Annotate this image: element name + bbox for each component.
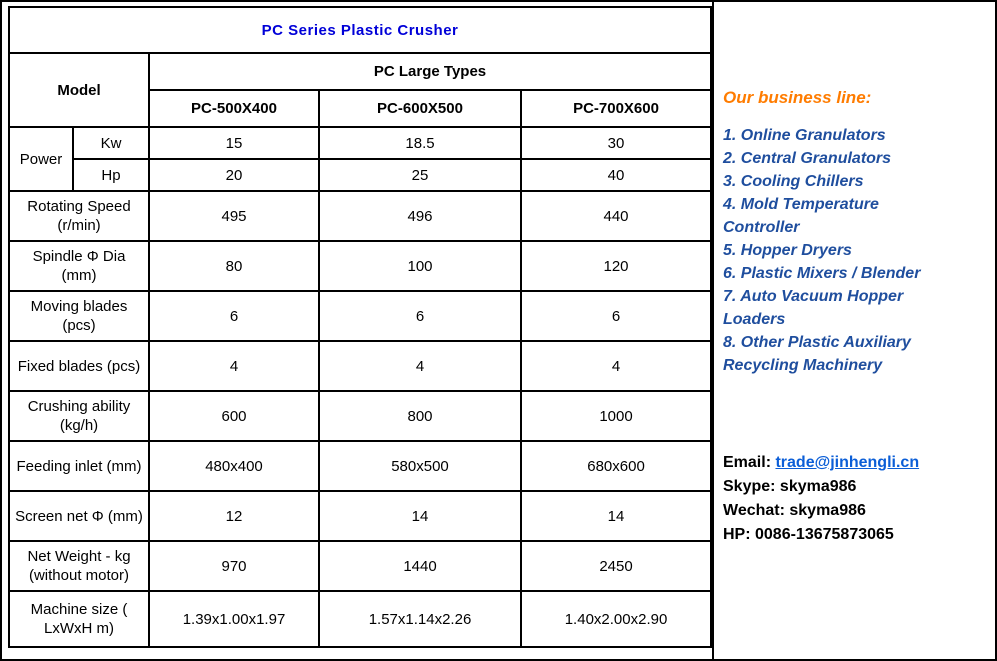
spec-table: PC Series Plastic Crusher Model PC Large… (7, 6, 713, 648)
spec-value: 4 (519, 340, 713, 392)
column-header-pc600x500: PC-600X500 (318, 89, 522, 128)
row-label-screen-net: Screen net Φ (mm) (8, 490, 150, 542)
row-label-crushing-ability: Crushing ability (kg/h) (8, 390, 150, 442)
spec-value: 30 (519, 126, 713, 160)
business-line-item: 7. Auto Vacuum Hopper Loaders (723, 288, 904, 328)
row-label-net-weight: Net Weight - kg (without motor) (8, 540, 150, 592)
spec-value: 14 (519, 490, 713, 542)
contact-hp: HP: 0086-13675873065 (723, 526, 894, 543)
spec-value: 120 (519, 240, 713, 292)
business-line-item: 4. Mold Temperature Controller (723, 196, 879, 236)
spec-value: 1.39x1.00x1.97 (148, 590, 320, 648)
spec-value: 1.57x1.14x2.26 (318, 590, 522, 648)
business-line-item: 8. Other Plastic Auxiliary Recycling Mac… (723, 334, 911, 374)
row-label-feeding-inlet: Feeding inlet (mm) (8, 440, 150, 492)
spec-value: 12 (148, 490, 320, 542)
spec-value: 495 (148, 190, 320, 242)
spec-value: 20 (148, 158, 320, 192)
spec-value: 15 (148, 126, 320, 160)
contact-wechat: Wechat: skyma986 (723, 502, 866, 519)
spec-value: 25 (318, 158, 522, 192)
spec-value: 480x400 (148, 440, 320, 492)
business-line-item: 1. Online Granulators (723, 127, 886, 144)
spec-value: 600 (148, 390, 320, 442)
model-header: Model (8, 52, 150, 128)
business-line-item: 6. Plastic Mixers / Blender (723, 265, 921, 282)
spec-value: 496 (318, 190, 522, 242)
row-label-spindle-dia: Spindle Φ Dia (mm) (8, 240, 150, 292)
contact-block: Email: trade@jinhengli.cn Skype: skyma98… (723, 451, 951, 547)
spec-value: 1440 (318, 540, 522, 592)
spec-value: 40 (519, 158, 713, 192)
sidebar: Our business line: 1. Online Granulators… (712, 2, 995, 659)
spec-value: 80 (148, 240, 320, 292)
spec-table-area: PC Series Plastic Crusher Model PC Large… (2, 2, 713, 659)
email-link[interactable]: trade@jinhengli.cn (775, 454, 920, 471)
spec-value: 440 (519, 190, 713, 242)
spec-value: 800 (318, 390, 522, 442)
row-label-moving-blades: Moving blades (pcs) (8, 290, 150, 342)
page-title: PC Series Plastic Crusher (7, 6, 713, 54)
column-header-pc700x600: PC-700X600 (519, 89, 713, 128)
spec-value: 100 (318, 240, 522, 292)
email-label: Email: (723, 454, 772, 471)
spec-value: 2450 (519, 540, 713, 592)
row-label-machine-size: Machine size ( LxWxH m) (8, 590, 150, 648)
spec-value: 1000 (519, 390, 713, 442)
contact-email-line: Email: trade@jinhengli.cn (723, 451, 951, 475)
business-line-item: 5. Hopper Dryers (723, 242, 852, 259)
row-label-power: Power (8, 126, 74, 192)
business-line-item: 3. Cooling Chillers (723, 173, 864, 190)
spec-value: 14 (318, 490, 522, 542)
spec-value: 4 (148, 340, 320, 392)
spec-value: 4 (318, 340, 522, 392)
column-header-pc500x400: PC-500X400 (148, 89, 320, 128)
spec-value: 580x500 (318, 440, 522, 492)
spec-value: 970 (148, 540, 320, 592)
business-line-list: 1. Online Granulators 2. Central Granula… (723, 124, 951, 377)
contact-skype: Skype: skyma986 (723, 478, 857, 495)
spec-value: 1.40x2.00x2.90 (519, 590, 713, 648)
business-line-item: 2. Central Granulators (723, 150, 892, 167)
unit-label-kw: Kw (72, 126, 150, 160)
business-line-heading: Our business line: (723, 88, 872, 107)
spec-value: 6 (148, 290, 320, 342)
group-header: PC Large Types (147, 52, 713, 91)
spec-value: 6 (318, 290, 522, 342)
row-label-rotating-speed: Rotating Speed (r/min) (8, 190, 150, 242)
spec-value: 18.5 (318, 126, 522, 160)
spec-value: 680x600 (519, 440, 713, 492)
unit-label-hp: Hp (72, 158, 150, 192)
spec-value: 6 (519, 290, 713, 342)
row-label-fixed-blades: Fixed blades (pcs) (8, 340, 150, 392)
